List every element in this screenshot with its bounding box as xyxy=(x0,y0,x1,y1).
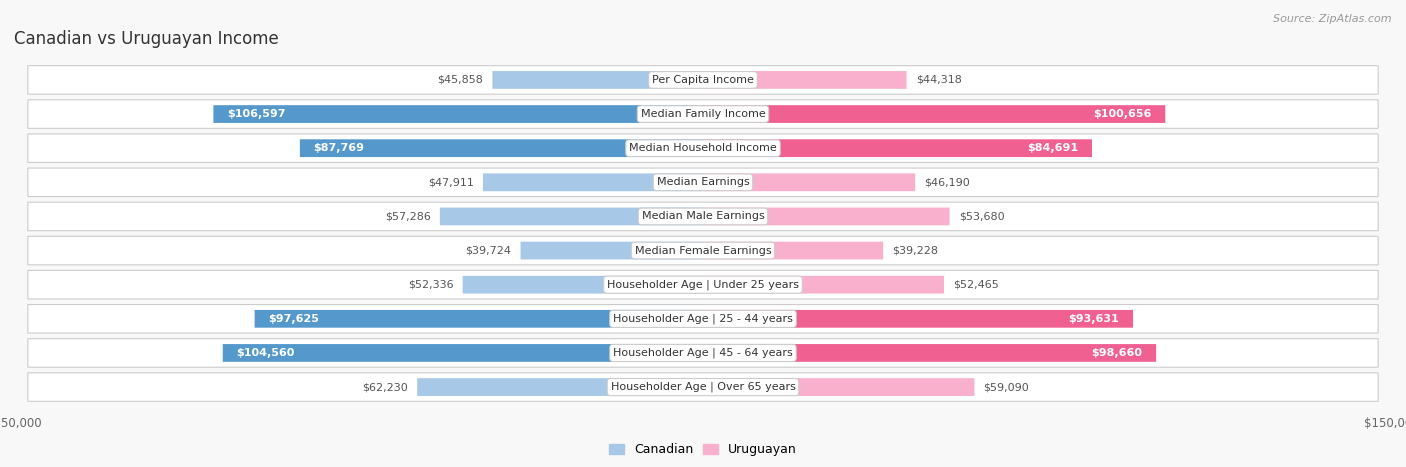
FancyBboxPatch shape xyxy=(703,207,949,225)
Text: Median Family Income: Median Family Income xyxy=(641,109,765,119)
Text: Per Capita Income: Per Capita Income xyxy=(652,75,754,85)
Text: Canadian vs Uruguayan Income: Canadian vs Uruguayan Income xyxy=(14,29,278,48)
FancyBboxPatch shape xyxy=(28,168,1378,197)
Text: $47,911: $47,911 xyxy=(427,177,474,187)
FancyBboxPatch shape xyxy=(440,207,703,225)
FancyBboxPatch shape xyxy=(463,276,703,294)
Text: Median Male Earnings: Median Male Earnings xyxy=(641,212,765,221)
Text: $97,625: $97,625 xyxy=(269,314,319,324)
FancyBboxPatch shape xyxy=(222,344,703,362)
Text: Median Earnings: Median Earnings xyxy=(657,177,749,187)
Text: $84,691: $84,691 xyxy=(1026,143,1078,153)
Text: $62,230: $62,230 xyxy=(363,382,408,392)
Text: $46,190: $46,190 xyxy=(924,177,970,187)
FancyBboxPatch shape xyxy=(418,378,703,396)
FancyBboxPatch shape xyxy=(703,344,1156,362)
FancyBboxPatch shape xyxy=(28,202,1378,231)
FancyBboxPatch shape xyxy=(703,71,907,89)
FancyBboxPatch shape xyxy=(703,242,883,260)
Text: Source: ZipAtlas.com: Source: ZipAtlas.com xyxy=(1274,14,1392,24)
FancyBboxPatch shape xyxy=(254,310,703,328)
Text: Median Household Income: Median Household Income xyxy=(628,143,778,153)
FancyBboxPatch shape xyxy=(703,310,1133,328)
Text: $52,336: $52,336 xyxy=(408,280,454,290)
FancyBboxPatch shape xyxy=(28,373,1378,401)
Legend: Canadian, Uruguayan: Canadian, Uruguayan xyxy=(605,439,801,461)
Text: $100,656: $100,656 xyxy=(1092,109,1152,119)
FancyBboxPatch shape xyxy=(703,276,943,294)
Text: $98,660: $98,660 xyxy=(1091,348,1142,358)
FancyBboxPatch shape xyxy=(28,339,1378,367)
Text: $59,090: $59,090 xyxy=(984,382,1029,392)
FancyBboxPatch shape xyxy=(28,270,1378,299)
Text: $57,286: $57,286 xyxy=(385,212,430,221)
Text: Median Female Earnings: Median Female Earnings xyxy=(634,246,772,255)
Text: $39,724: $39,724 xyxy=(465,246,512,255)
FancyBboxPatch shape xyxy=(299,139,703,157)
Text: Householder Age | 45 - 64 years: Householder Age | 45 - 64 years xyxy=(613,348,793,358)
FancyBboxPatch shape xyxy=(703,139,1092,157)
Text: $93,631: $93,631 xyxy=(1069,314,1119,324)
Text: Householder Age | Under 25 years: Householder Age | Under 25 years xyxy=(607,279,799,290)
FancyBboxPatch shape xyxy=(214,105,703,123)
Text: $53,680: $53,680 xyxy=(959,212,1004,221)
FancyBboxPatch shape xyxy=(28,304,1378,333)
FancyBboxPatch shape xyxy=(28,134,1378,163)
Text: $106,597: $106,597 xyxy=(228,109,285,119)
FancyBboxPatch shape xyxy=(703,378,974,396)
FancyBboxPatch shape xyxy=(703,105,1166,123)
Text: $87,769: $87,769 xyxy=(314,143,364,153)
Text: $104,560: $104,560 xyxy=(236,348,295,358)
FancyBboxPatch shape xyxy=(482,173,703,191)
Text: $52,465: $52,465 xyxy=(953,280,998,290)
Text: Householder Age | 25 - 44 years: Householder Age | 25 - 44 years xyxy=(613,313,793,324)
FancyBboxPatch shape xyxy=(520,242,703,260)
FancyBboxPatch shape xyxy=(28,236,1378,265)
FancyBboxPatch shape xyxy=(492,71,703,89)
Text: $45,858: $45,858 xyxy=(437,75,484,85)
Text: Householder Age | Over 65 years: Householder Age | Over 65 years xyxy=(610,382,796,392)
FancyBboxPatch shape xyxy=(28,66,1378,94)
FancyBboxPatch shape xyxy=(28,100,1378,128)
Text: $39,228: $39,228 xyxy=(893,246,938,255)
FancyBboxPatch shape xyxy=(703,173,915,191)
Text: $44,318: $44,318 xyxy=(915,75,962,85)
